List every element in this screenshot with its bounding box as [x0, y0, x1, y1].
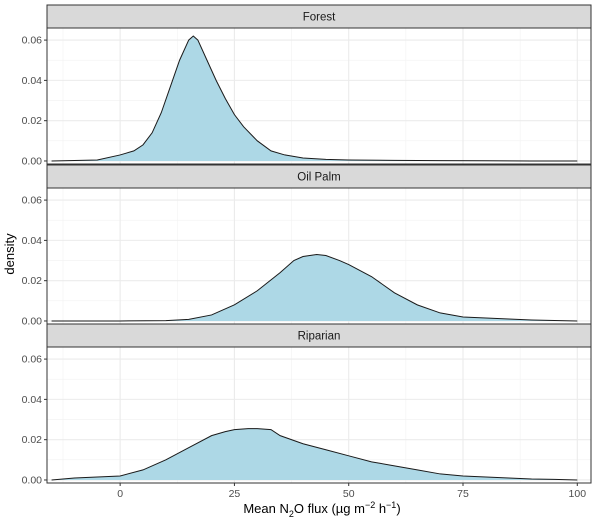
density-line [51, 428, 578, 481]
x-tick-label: 0 [117, 488, 123, 500]
density-area [51, 428, 578, 480]
y-tick-label: 0.04 [22, 75, 43, 87]
y-tick-label: 0.00 [22, 474, 43, 486]
y-tick-label: 0.04 [22, 394, 43, 406]
panel-oil-palm: Oil Palm 0.00 0.02 0.04 0.06 [22, 164, 592, 327]
panel-border [46, 27, 592, 165]
x-tick-label: 50 [343, 488, 355, 500]
x-axis-title-subscript: 2 [289, 509, 294, 519]
panel-border [46, 346, 592, 484]
y-tick-label: 0.06 [22, 35, 43, 47]
x-tick-label: 100 [569, 488, 587, 500]
x-axis-title-superscript-2: −1 [386, 500, 396, 510]
density-area [51, 254, 578, 321]
y-tick-label: 0.00 [22, 155, 43, 167]
facet-strip-label: Riparian [298, 331, 341, 343]
y-tick-label: 0.06 [22, 195, 43, 207]
x-axis-title: Mean N2O flux (µg m−2 h−1) [243, 500, 400, 519]
x-axis: 0 25 50 75 100 [117, 483, 586, 500]
facet-strip-label: Forest [303, 12, 336, 24]
x-tick-label: 25 [229, 488, 241, 500]
panel-background [47, 28, 591, 164]
panel-forest: Forest 0.00 0.02 0.04 0.06 [22, 4, 592, 167]
x-tick-label: 75 [457, 488, 469, 500]
density-line [51, 253, 578, 322]
y-tick-label: 0.00 [22, 315, 43, 327]
facet-strip-label: Oil Palm [297, 172, 340, 184]
y-tick-label: 0.02 [22, 275, 43, 287]
panel-riparian: Riparian 0.00 0.02 0.04 0.06 [22, 323, 592, 486]
x-axis-title-superscript-1: −2 [365, 500, 375, 510]
density-area [51, 36, 578, 161]
y-tick-label: 0.04 [22, 235, 43, 247]
y-tick-label: 0.06 [22, 354, 43, 366]
y-axis-title: density [2, 233, 17, 275]
y-tick-label: 0.02 [22, 434, 43, 446]
density-line [51, 35, 578, 162]
panels-layer: Forest 0.00 0.02 0.04 0.06 Oil Palm 0.00 0.02 0.… [22, 4, 592, 486]
y-tick-label: 0.02 [22, 115, 43, 127]
